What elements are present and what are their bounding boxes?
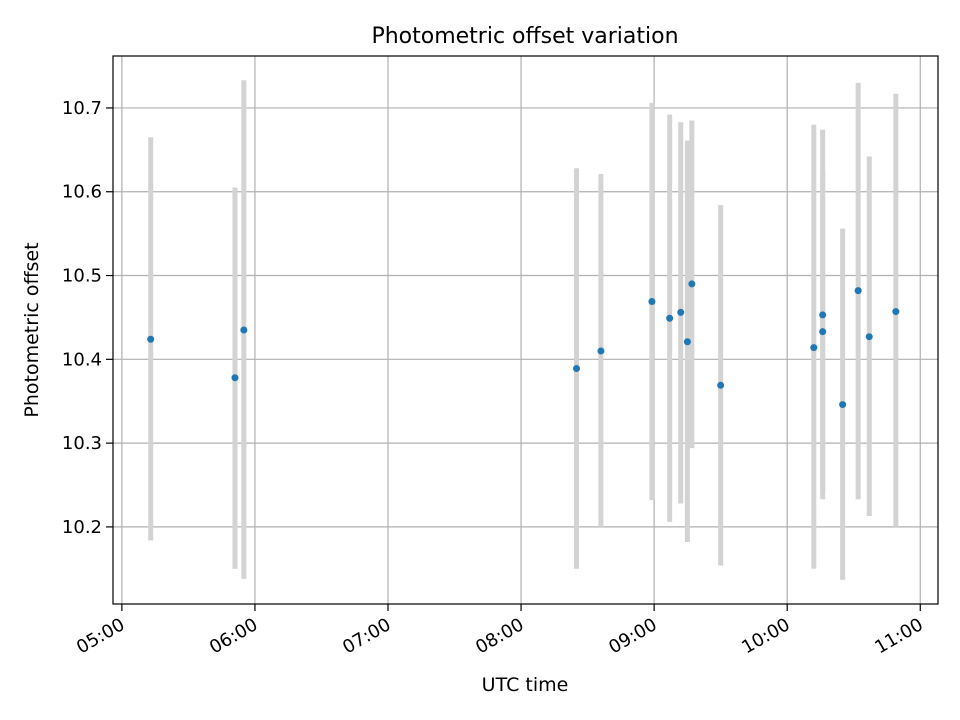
y-tick-label: 10.7 xyxy=(62,98,102,119)
data-point xyxy=(865,333,873,341)
data-point xyxy=(648,298,656,306)
data-point xyxy=(240,326,248,334)
y-axis-ticks: 10.2 10.3 10.4 10.5 10.6 10.7 xyxy=(62,98,113,538)
data-point xyxy=(854,287,862,295)
y-tick-label: 10.6 xyxy=(62,182,102,203)
data-point xyxy=(717,381,725,389)
data-point xyxy=(573,365,581,373)
y-axis-label: Photometric offset xyxy=(21,242,43,417)
y-tick-label: 10.3 xyxy=(62,433,102,454)
data-point xyxy=(892,308,900,316)
data-point xyxy=(819,311,827,319)
x-axis-label: UTC time xyxy=(482,674,569,696)
y-tick-label: 10.5 xyxy=(62,266,102,287)
y-tick-label: 10.2 xyxy=(62,517,102,538)
data-point xyxy=(688,280,696,288)
chart-title: Photometric offset variation xyxy=(371,24,678,49)
data-point xyxy=(810,344,818,352)
data-point xyxy=(147,335,155,343)
data-points xyxy=(147,280,900,409)
plot-frame xyxy=(112,55,939,605)
data-point xyxy=(677,308,685,316)
data-point xyxy=(819,328,827,336)
data-point xyxy=(666,314,674,322)
data-point xyxy=(683,338,691,346)
data-point xyxy=(231,374,239,382)
data-point xyxy=(597,347,605,355)
plot-area xyxy=(113,56,938,604)
y-tick-label: 10.4 xyxy=(62,349,102,370)
data-point xyxy=(839,401,847,409)
